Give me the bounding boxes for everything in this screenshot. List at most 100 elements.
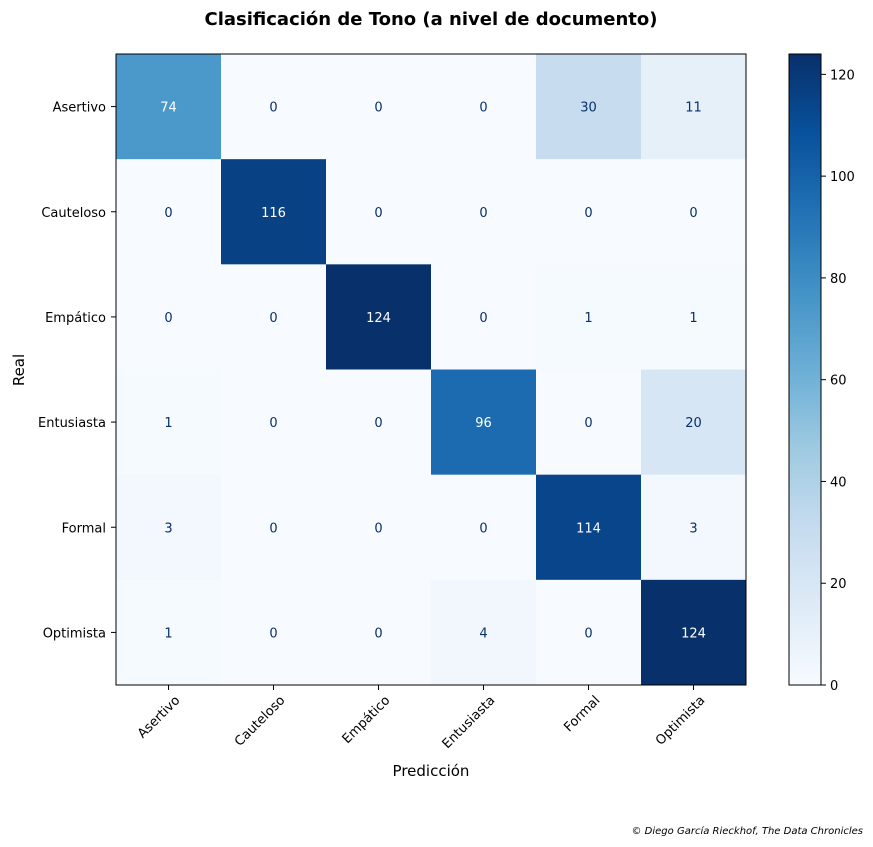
heatmap-cell	[221, 264, 327, 370]
x-axis-ticks: Asertivo Cauteloso Empático Entusiasta Forma…	[135, 685, 708, 752]
x-tick-label: Cauteloso	[232, 693, 288, 749]
cell-value-label: 0	[269, 101, 277, 116]
heatmap-cell	[116, 264, 222, 370]
cell-value-label: 124	[366, 311, 391, 326]
heatmap-cell	[221, 369, 327, 476]
heatmap-cell	[641, 159, 747, 265]
heatmap-cell	[221, 54, 327, 160]
heatmap-cell	[326, 159, 432, 265]
cell-value-label: 74	[160, 101, 177, 116]
cell-value-label: 0	[269, 521, 277, 536]
heatmap-cell	[431, 264, 537, 370]
heatmap-cell	[326, 264, 432, 370]
x-tick-label: Formal	[561, 693, 603, 735]
y-tick-label: Empático	[45, 311, 106, 326]
cell-value-label: 0	[374, 416, 382, 431]
y-tick-label: Asertivo	[53, 101, 106, 116]
cell-value-label: 3	[164, 521, 172, 536]
heatmap-cell	[221, 474, 327, 581]
cell-value-label: 0	[374, 626, 382, 641]
heatmap-cell	[326, 369, 432, 476]
cell-value-label: 0	[584, 626, 592, 641]
colorbar-tick-label: 60	[830, 374, 847, 389]
heatmap-cell	[536, 54, 642, 160]
x-tick-label: Empático	[340, 693, 394, 747]
cell-value-label: 4	[479, 626, 487, 641]
colorbar-tick-label: 40	[830, 475, 847, 490]
heatmap-cell	[536, 264, 642, 370]
heatmap-cell	[326, 54, 432, 160]
heatmap-cell	[536, 159, 642, 265]
heatmap-cell	[221, 159, 327, 265]
x-tick-label: Asertivo	[135, 693, 183, 741]
cell-value-label: 0	[269, 416, 277, 431]
heatmap-cell	[116, 474, 222, 581]
cell-value-label: 0	[269, 311, 277, 326]
y-axis-label: Real	[10, 354, 28, 386]
heatmap-cell	[116, 369, 222, 476]
credit-text: © Diego García Rieckhof, The Data Chroni…	[632, 825, 864, 837]
colorbar-tick-label: 80	[830, 272, 847, 287]
cell-value-label: 124	[681, 626, 706, 641]
heatmap-cell	[536, 369, 642, 476]
cell-value-label: 0	[164, 311, 172, 326]
cell-value-label: 0	[164, 206, 172, 221]
heatmap-cell	[116, 54, 222, 160]
cell-value-label: 0	[584, 416, 592, 431]
cell-value-label: 30	[580, 101, 597, 116]
y-tick-label: Formal	[62, 521, 106, 536]
cell-value-label: 1	[584, 311, 592, 326]
cell-value-label: 3	[689, 521, 697, 536]
cell-value-label: 0	[479, 206, 487, 221]
x-tick-label: Optimista	[653, 693, 708, 748]
heatmap-cell	[641, 264, 747, 370]
colorbar-tick-label: 0	[830, 679, 838, 694]
heatmap-cell	[326, 474, 432, 581]
cell-value-label: 0	[374, 206, 382, 221]
chart-title: Clasificación de Tono (a nivel de docume…	[205, 9, 658, 30]
cell-value-label: 0	[689, 206, 697, 221]
y-axis-ticks: Asertivo Cauteloso Empático Entusiasta Forma…	[38, 101, 116, 641]
x-tick-label: Entusiasta	[440, 693, 499, 752]
cell-value-label: 116	[261, 206, 286, 221]
cell-value-label: 0	[374, 101, 382, 116]
x-axis-label: Predicción	[393, 762, 470, 780]
cell-value-label: 0	[584, 206, 592, 221]
heatmap-cell	[116, 159, 222, 265]
heatmap-cell	[641, 474, 747, 581]
cell-value-label: 96	[475, 416, 492, 431]
plot-frame	[115, 53, 747, 686]
colorbar-ticks: 0 20 40 60 80 100 120	[821, 68, 855, 694]
colorbar-tick-label: 120	[830, 68, 855, 83]
cell-value-label: 114	[576, 521, 601, 536]
heatmap-cells	[116, 54, 747, 686]
cell-value-label: 20	[685, 416, 702, 431]
heatmap-cell	[326, 579, 432, 686]
heatmap-cell	[116, 579, 222, 686]
heatmap-cell	[431, 369, 537, 476]
heatmap-cell	[641, 54, 747, 160]
cell-value-label: 0	[479, 311, 487, 326]
cell-value-label: 1	[689, 311, 697, 326]
y-tick-label: Entusiasta	[38, 416, 106, 431]
colorbar	[788, 53, 822, 686]
heatmap-cell	[431, 474, 537, 581]
heatmap-cell	[641, 579, 747, 686]
heatmap-cell	[536, 579, 642, 686]
y-tick-label: Cauteloso	[41, 206, 106, 221]
cell-value-label: 0	[479, 101, 487, 116]
heatmap-cell	[431, 159, 537, 265]
cell-value-label: 1	[164, 626, 172, 641]
cell-value-label: 0	[374, 521, 382, 536]
colorbar-tick-label: 20	[830, 577, 847, 592]
cell-value-label: 0	[269, 626, 277, 641]
cell-value-label: 11	[685, 101, 702, 116]
heatmap-cell-labels: 74 0 0 0 30 110 116 0 0 0 00 0 124 0 1 11 0 0 96 0 203 0 0 0 114…	[160, 101, 706, 642]
heatmap-cell	[641, 369, 747, 476]
heatmap-cell	[221, 579, 327, 686]
y-tick-label: Optimista	[43, 626, 106, 641]
cell-value-label: 0	[479, 521, 487, 536]
heatmap-cell	[536, 474, 642, 581]
colorbar-tick-label: 100	[830, 170, 855, 185]
